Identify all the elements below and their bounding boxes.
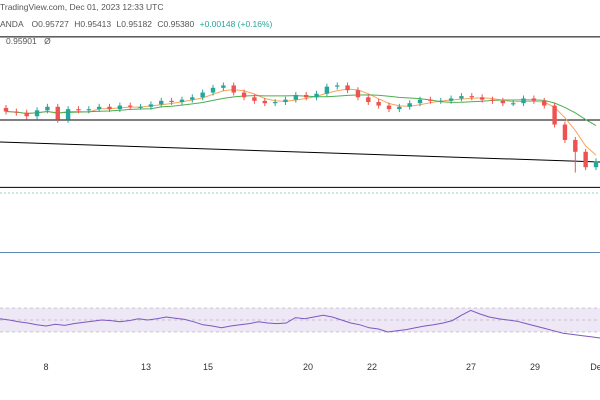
candle-body [138, 106, 143, 108]
x-tick-label: 15 [203, 362, 213, 372]
candle-body [303, 94, 309, 98]
candle-body [241, 92, 247, 98]
candle-body [179, 99, 185, 103]
candle-body [386, 105, 392, 110]
candle-body [45, 106, 50, 111]
indicator-value: 0.95901 [6, 36, 37, 46]
candle-body [76, 109, 81, 111]
rsi-panel [0, 307, 600, 339]
candle-body [366, 97, 371, 103]
candle-body [96, 106, 102, 110]
candle-body [438, 100, 443, 103]
candle-body [417, 99, 423, 104]
x-tick-label: 8 [43, 362, 48, 372]
x-tick-label: 27 [466, 362, 476, 372]
horizontal-levels [0, 36, 600, 254]
open-value: 0.95727 [38, 19, 69, 29]
candle-body [24, 112, 29, 117]
high-value: 0.95413 [80, 19, 112, 29]
candle-body [428, 99, 433, 101]
moving-averages [5, 88, 597, 156]
indicator-row: 0.95901 Ø [6, 34, 51, 48]
candle-body [531, 98, 537, 101]
candle-body [490, 99, 495, 101]
candle-body [272, 102, 278, 104]
ohlc-row: ANDA O0.95727 H0.95413 L0.95182 C0.95380… [0, 17, 272, 31]
date-label: Dec 01, 2023 12:33 UTC [69, 2, 164, 12]
close-value: 0.95380 [163, 19, 195, 29]
candle-body [542, 100, 547, 106]
candle-body [583, 151, 588, 168]
ma-fast-line [5, 88, 597, 156]
trendline-layer [0, 119, 600, 163]
candle-body [469, 96, 474, 98]
candle-body [397, 106, 402, 110]
candle-body [510, 103, 516, 105]
candle-body [169, 100, 174, 103]
candle-body [293, 94, 299, 100]
candle-body [117, 105, 123, 110]
candle-body [314, 93, 319, 98]
candle-body [324, 86, 330, 94]
x-tick-label: 20 [303, 362, 313, 372]
candle-body [355, 90, 361, 98]
candle-body [500, 100, 506, 104]
source-label: TradingView.com [0, 2, 65, 12]
candle-body [190, 97, 195, 100]
high-label: H [74, 19, 81, 29]
x-axis: 8 13 15 20 22 27 29 De [43, 362, 600, 372]
candle-body [86, 109, 92, 111]
candle-body [221, 85, 226, 88]
chart-header: TradingView.com, Dec 01, 2023 12:33 UTC [0, 2, 164, 12]
candle-body [231, 85, 236, 93]
candle-body [283, 99, 288, 103]
candle-body [262, 100, 267, 104]
candle-body [479, 97, 485, 100]
ma-slow-line [5, 94, 597, 127]
x-tick-label: De [590, 362, 600, 372]
low-label: L [116, 19, 122, 29]
candle-body [448, 98, 454, 101]
candle-body [200, 92, 205, 98]
candle-body [573, 139, 578, 152]
trendline [0, 141, 600, 163]
candle-body [210, 87, 216, 93]
candle-body [407, 103, 412, 107]
candle-body [345, 85, 350, 91]
candle-body [55, 106, 60, 120]
candle-body [562, 124, 568, 140]
change-value: +0.00148 (+0.16%) [199, 19, 273, 29]
candle-body [107, 106, 112, 110]
candle-body [128, 105, 133, 107]
candle-body [252, 97, 257, 101]
candle-body [65, 109, 71, 120]
candle-body [14, 111, 19, 113]
open-label: O [31, 19, 39, 29]
candle-body [376, 102, 381, 106]
candles [3, 82, 599, 173]
candle-body [552, 105, 557, 125]
indicator-suffix: Ø [44, 36, 51, 46]
x-tick-label: 13 [141, 362, 151, 372]
candle-body [593, 161, 599, 168]
close-label: C [157, 19, 164, 29]
candle-body [335, 85, 340, 87]
candle-body [148, 104, 154, 107]
rsi-line [0, 309, 600, 339]
candle-body [3, 107, 9, 112]
x-tick-label: 22 [367, 362, 377, 372]
candle-body [159, 100, 164, 105]
candle-body [521, 98, 526, 104]
candle-body [34, 110, 40, 117]
symbol-label: ANDA [0, 19, 24, 29]
low-value: 0.95182 [121, 19, 152, 29]
x-tick-label: 29 [530, 362, 540, 372]
candle-body [459, 96, 464, 99]
